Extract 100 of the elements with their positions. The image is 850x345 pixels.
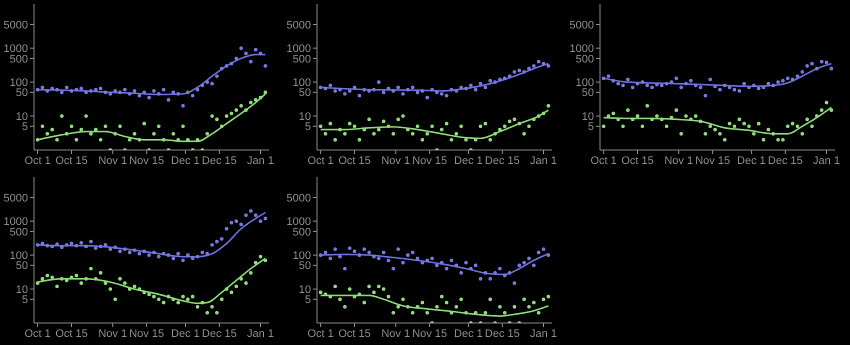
- point: [747, 86, 751, 90]
- point: [776, 138, 780, 142]
- point: [420, 138, 424, 142]
- point: [762, 86, 766, 90]
- point: [258, 96, 262, 100]
- x-tick-label: Oct 1: [24, 154, 51, 167]
- point: [512, 304, 516, 308]
- y-tick-label: 100: [292, 250, 311, 262]
- point: [704, 132, 708, 136]
- point: [396, 86, 400, 90]
- point: [450, 88, 454, 92]
- y-tick-label: 500: [10, 226, 28, 238]
- point: [258, 218, 262, 222]
- point: [454, 89, 458, 93]
- point: [810, 62, 814, 66]
- y-tick-label: 5000: [4, 19, 28, 32]
- point: [324, 86, 328, 90]
- point: [805, 118, 809, 122]
- point: [36, 88, 40, 92]
- point: [113, 132, 117, 136]
- point: [786, 124, 790, 128]
- point: [502, 76, 507, 80]
- point: [484, 270, 488, 274]
- point: [215, 74, 219, 78]
- point: [318, 86, 322, 90]
- point: [64, 132, 69, 136]
- y-tick-label: 10: [298, 110, 311, 123]
- point: [416, 124, 420, 128]
- point: [172, 90, 176, 94]
- point: [626, 78, 630, 82]
- point: [517, 263, 522, 267]
- point: [186, 138, 190, 142]
- x-tick-label: Dec 15: [484, 154, 520, 167]
- point: [796, 124, 800, 128]
- point: [498, 78, 502, 82]
- point: [358, 138, 362, 142]
- point: [425, 96, 430, 100]
- point: [64, 242, 69, 246]
- point: [738, 118, 742, 122]
- point: [348, 246, 352, 250]
- point: [132, 248, 136, 252]
- point: [264, 258, 268, 262]
- point: [352, 294, 356, 298]
- point: [386, 86, 390, 90]
- point: [60, 276, 64, 280]
- point: [176, 138, 180, 142]
- point: [718, 132, 722, 136]
- y-tick-label: 500: [576, 53, 594, 66]
- y-tick-label: 10: [16, 110, 28, 123]
- point: [220, 66, 224, 70]
- point: [392, 89, 396, 93]
- point: [781, 138, 785, 142]
- y-tick-label: 50: [298, 87, 311, 100]
- x-tick-label: Nov 1: [381, 327, 410, 340]
- point: [796, 74, 800, 78]
- point: [64, 86, 69, 90]
- point: [64, 278, 69, 282]
- point: [435, 263, 439, 267]
- y-tick-label: 50: [298, 260, 311, 272]
- point: [244, 212, 248, 216]
- y-tick-label: 50: [582, 87, 594, 100]
- y-tick-label: 5: [22, 121, 28, 134]
- point: [258, 52, 262, 56]
- point: [147, 292, 151, 296]
- point: [766, 82, 770, 86]
- point: [343, 266, 347, 270]
- point: [546, 64, 550, 68]
- x-tick-label: Dec 15: [484, 327, 520, 340]
- point: [493, 270, 497, 274]
- point: [338, 88, 342, 92]
- y-tick-label: 10: [298, 283, 311, 296]
- point: [239, 222, 243, 226]
- point: [94, 128, 98, 132]
- point: [123, 246, 127, 250]
- point: [46, 132, 50, 136]
- point: [664, 124, 668, 128]
- point: [824, 60, 828, 64]
- point: [698, 86, 702, 90]
- point: [328, 294, 332, 298]
- point: [621, 84, 625, 88]
- point: [50, 128, 54, 132]
- point: [532, 263, 536, 267]
- point: [616, 118, 620, 122]
- point: [138, 286, 142, 290]
- x-tick-label: Jan 1: [530, 327, 557, 340]
- point: [650, 118, 654, 122]
- point: [459, 124, 463, 128]
- point: [348, 89, 352, 93]
- point: [386, 258, 390, 262]
- point: [55, 284, 59, 288]
- point: [230, 290, 234, 294]
- point: [74, 273, 78, 277]
- point: [224, 226, 228, 230]
- point: [333, 89, 337, 93]
- point: [46, 273, 50, 277]
- point: [333, 246, 337, 250]
- point: [810, 124, 814, 128]
- point: [459, 86, 463, 90]
- point: [762, 138, 766, 142]
- x-tick-label: Dec 15: [202, 327, 237, 340]
